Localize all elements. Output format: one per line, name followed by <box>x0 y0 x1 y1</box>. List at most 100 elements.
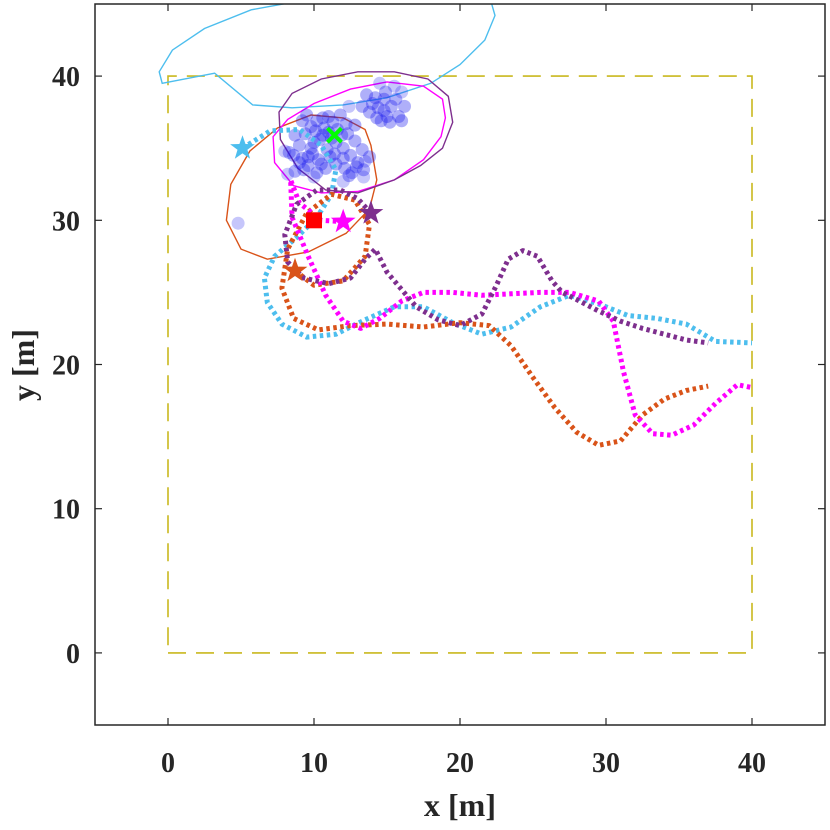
trajectory-0 <box>241 127 753 346</box>
particle-3 <box>304 120 318 134</box>
particle-32 <box>292 156 306 170</box>
boundary-square <box>167 75 753 654</box>
particle-faint-8 <box>387 79 401 93</box>
particle-52 <box>349 160 363 174</box>
particle-42 <box>383 115 397 129</box>
particle-6 <box>322 110 336 123</box>
particle-38 <box>370 111 384 125</box>
particle-5 <box>316 111 330 125</box>
particle-0 <box>287 148 301 162</box>
particle-31 <box>288 128 302 142</box>
particle-13 <box>311 153 325 167</box>
ellipse-0 <box>158 4 496 109</box>
particle-11 <box>295 151 309 165</box>
particle-70 <box>368 91 382 105</box>
x-tick-label-2: 20 <box>446 748 474 779</box>
particle-62 <box>379 85 392 99</box>
particle-faint-10 <box>336 174 350 188</box>
particle-64 <box>301 150 315 164</box>
start-star-3 <box>358 200 384 224</box>
particle-40 <box>384 99 398 113</box>
source-marker <box>306 212 322 229</box>
x-axis-label: x [m] <box>424 787 496 823</box>
particle-63 <box>307 135 321 149</box>
particle-71 <box>380 110 394 123</box>
particle-65 <box>314 157 328 171</box>
particle-49 <box>395 114 409 128</box>
particle-69 <box>309 124 322 138</box>
particle-20 <box>338 161 352 175</box>
particle-faint-5 <box>342 99 356 113</box>
particle-44 <box>365 97 379 110</box>
particle-4 <box>310 114 324 128</box>
true-position-mark-b <box>326 126 343 144</box>
particle-47 <box>377 92 391 106</box>
x-tick-label-0: 0 <box>161 748 175 779</box>
particle-61 <box>339 117 353 131</box>
particle-66 <box>327 147 341 161</box>
trajectory-2 <box>288 177 753 438</box>
particle-10 <box>304 141 318 155</box>
ellipse-3 <box>278 71 454 194</box>
y-tick-label-4: 40 <box>52 62 80 93</box>
particle-57 <box>297 163 311 177</box>
particle-26 <box>355 143 369 157</box>
particle-45 <box>398 99 411 113</box>
y-tick-label-3: 30 <box>52 206 80 237</box>
particle-faint-7 <box>395 85 409 99</box>
particle-53 <box>357 163 371 177</box>
ticks: 0 10 20 30 40 0 10 20 30 40 <box>52 4 825 779</box>
particle-1 <box>292 138 306 152</box>
particle-faint-9 <box>307 170 321 184</box>
particle-54 <box>300 108 314 122</box>
particle-12 <box>301 159 315 172</box>
particle-59 <box>317 121 331 135</box>
particle-faint-6 <box>373 76 387 90</box>
x-tick-label-3: 30 <box>592 748 620 779</box>
particle-23 <box>310 166 324 180</box>
particle-17 <box>344 148 357 162</box>
particle-7 <box>326 115 340 129</box>
y-tick-label-0: 0 <box>66 639 80 670</box>
particle-19 <box>345 166 359 180</box>
particle-48 <box>360 88 374 102</box>
particle-18 <box>351 156 365 170</box>
particle-37 <box>363 105 376 119</box>
particle-39 <box>377 104 391 118</box>
particle-16 <box>336 141 350 155</box>
particle-34 <box>316 128 330 142</box>
particle-9 <box>313 133 327 146</box>
particle-24 <box>341 127 355 141</box>
particle-faint-1 <box>281 167 295 181</box>
particle-30 <box>295 114 309 128</box>
plot-area <box>95 4 825 725</box>
ellipse-1 <box>225 114 378 260</box>
particle-33 <box>306 147 319 161</box>
x-tick-label-1: 10 <box>300 748 328 779</box>
x-tick-label-4: 40 <box>738 748 766 779</box>
particle-27 <box>363 150 376 164</box>
particle-50 <box>371 101 385 115</box>
particle-faint-4 <box>358 154 372 168</box>
trajectory-3 <box>282 187 709 346</box>
y-tick-label-1: 10 <box>52 495 80 526</box>
particle-25 <box>348 134 362 148</box>
particle-29 <box>333 108 347 122</box>
start-star-2 <box>330 208 356 233</box>
particle-43 <box>374 114 388 128</box>
particle-56 <box>288 164 302 178</box>
start-star-1 <box>282 257 308 282</box>
particle-faint-2 <box>278 144 292 158</box>
particle-faint-0 <box>231 216 245 230</box>
particle-55 <box>282 146 296 159</box>
y-tick-label-2: 20 <box>52 351 80 382</box>
trajectory-1 <box>279 191 709 448</box>
y-axis-label: y [m] <box>5 329 41 401</box>
particle-faint-3 <box>357 170 371 184</box>
ellipse-2 <box>272 81 447 194</box>
particle-67 <box>336 151 350 165</box>
particle-28 <box>348 118 362 132</box>
particle-36 <box>355 99 369 113</box>
plot-data <box>158 4 753 654</box>
